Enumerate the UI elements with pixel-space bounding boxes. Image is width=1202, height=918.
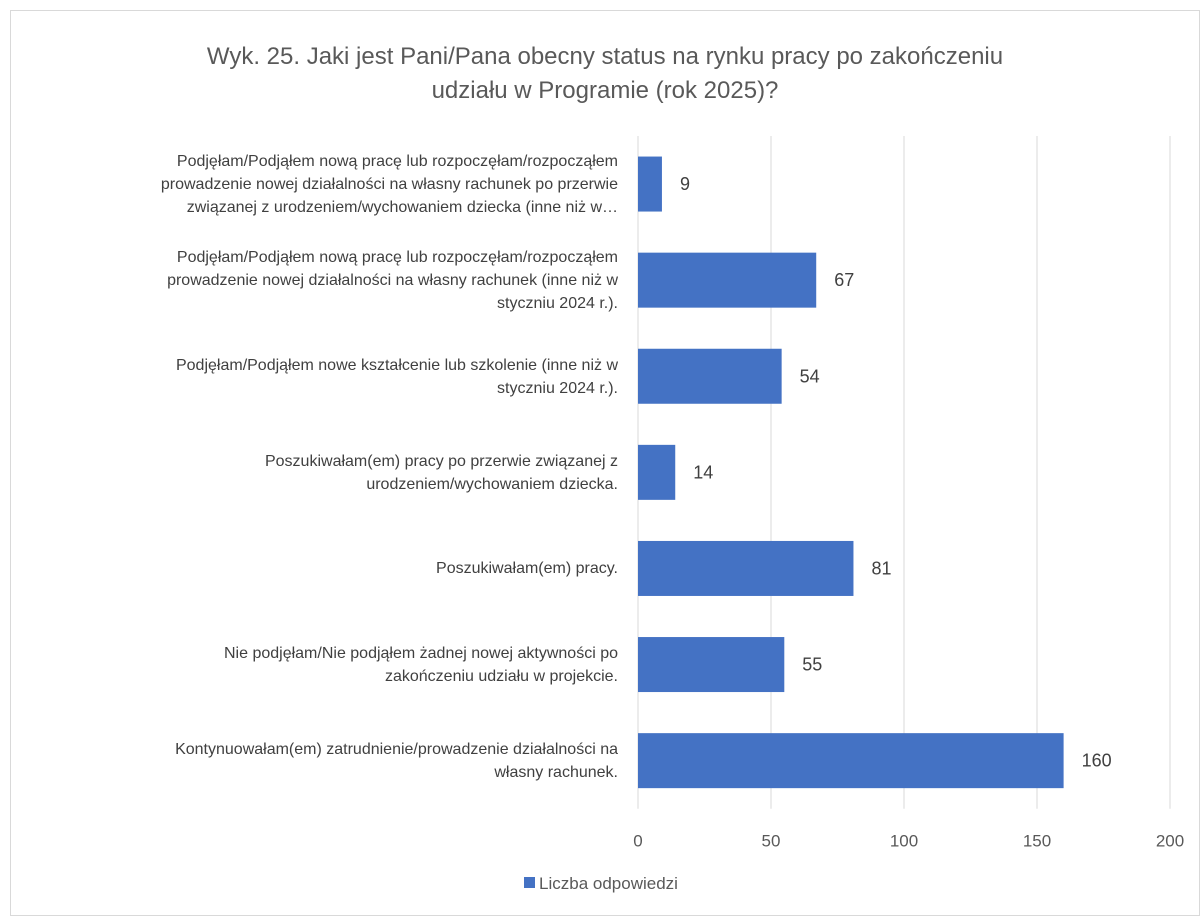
- chart-title-line-1: Wyk. 25. Jaki jest Pani/Pana obecny stat…: [206, 43, 1004, 70]
- category-label-line: Nie podjęłam/Nie podjąłem żadnej nowej a…: [224, 645, 618, 663]
- x-tick-label-50: 50: [762, 832, 781, 851]
- category-label-line: prowadzenie nowej działalności na własny…: [167, 272, 618, 290]
- data-label-3: 54: [800, 366, 820, 386]
- chart-title: Wyk. 25. Jaki jest Pani/Pana obecny stat…: [40, 40, 1170, 108]
- data-label-5: 81: [871, 558, 891, 578]
- category-label-6: Nie podjęłam/Nie podjąłem żadnej nowej a…: [40, 642, 618, 688]
- data-label-2: 67: [834, 270, 854, 290]
- data-label-7: 160: [1082, 751, 1112, 771]
- category-label-line: styczniu 2024 r.).: [497, 295, 618, 313]
- chart-title-line-2: udziału w Programie (rok 2025)?: [431, 77, 779, 104]
- bar-4: [638, 444, 676, 500]
- category-label-line: Poszukiwałam(em) pracy.: [436, 560, 618, 578]
- category-label-7: Kontynuowałam(em) zatrudnienie/prowadzen…: [40, 738, 618, 784]
- category-label-line: własny rachunek.: [494, 764, 618, 782]
- category-label-line: zakończeniu udziału w projekcie.: [384, 668, 618, 686]
- bar-2: [638, 252, 817, 308]
- bar-7: [638, 733, 1064, 789]
- category-label-line: Podjęłam/Podjąłem nową pracę lub rozpocz…: [176, 249, 618, 267]
- category-label-4: Poszukiwałam(em) pracy po przerwie związ…: [40, 450, 618, 496]
- x-tick-label-100: 100: [890, 832, 918, 851]
- bar-5: [638, 540, 854, 596]
- category-label-1: Podjęłam/Podjąłem nową pracę lub rozpocz…: [40, 150, 618, 219]
- legend-swatch: [524, 877, 536, 889]
- category-label-line: Kontynuowałam(em) zatrudnienie/prowadzen…: [175, 741, 618, 759]
- category-label-line: Podjęłam/Podjąłem nową pracę lub rozpocz…: [176, 153, 618, 171]
- category-label-line: związanej z urodzeniem/wychowaniem dziec…: [186, 199, 618, 217]
- category-label-line: Podjęłam/Podjąłem nowe kształcenie lub s…: [175, 356, 618, 374]
- category-label-line: prowadzenie nowej działalności na własny…: [160, 176, 618, 194]
- x-tick-label-150: 150: [1023, 832, 1051, 851]
- bar-3: [638, 348, 782, 404]
- category-label-line: urodzeniem/wychowaniem dziecka.: [366, 475, 618, 493]
- bar-6: [638, 637, 785, 693]
- category-label-line: Poszukiwałam(em) pracy po przerwie związ…: [264, 452, 618, 470]
- category-label-2: Podjęłam/Podjąłem nową pracę lub rozpocz…: [40, 246, 618, 315]
- x-tick-label-200: 200: [1156, 832, 1184, 851]
- x-tick-label-0: 0: [633, 832, 642, 851]
- chart-legend: Liczba odpowiedzi: [0, 874, 1202, 894]
- legend-label: Liczba odpowiedzi: [539, 874, 678, 893]
- data-label-6: 55: [802, 655, 822, 675]
- data-label-1: 9: [680, 174, 690, 194]
- category-label-line: styczniu 2024 r.).: [497, 379, 618, 397]
- category-label-3: Podjęłam/Podjąłem nowe kształcenie lub s…: [40, 354, 618, 400]
- data-label-4: 14: [693, 462, 713, 482]
- bar-1: [638, 156, 662, 212]
- category-label-5: Poszukiwałam(em) pracy.: [40, 557, 618, 580]
